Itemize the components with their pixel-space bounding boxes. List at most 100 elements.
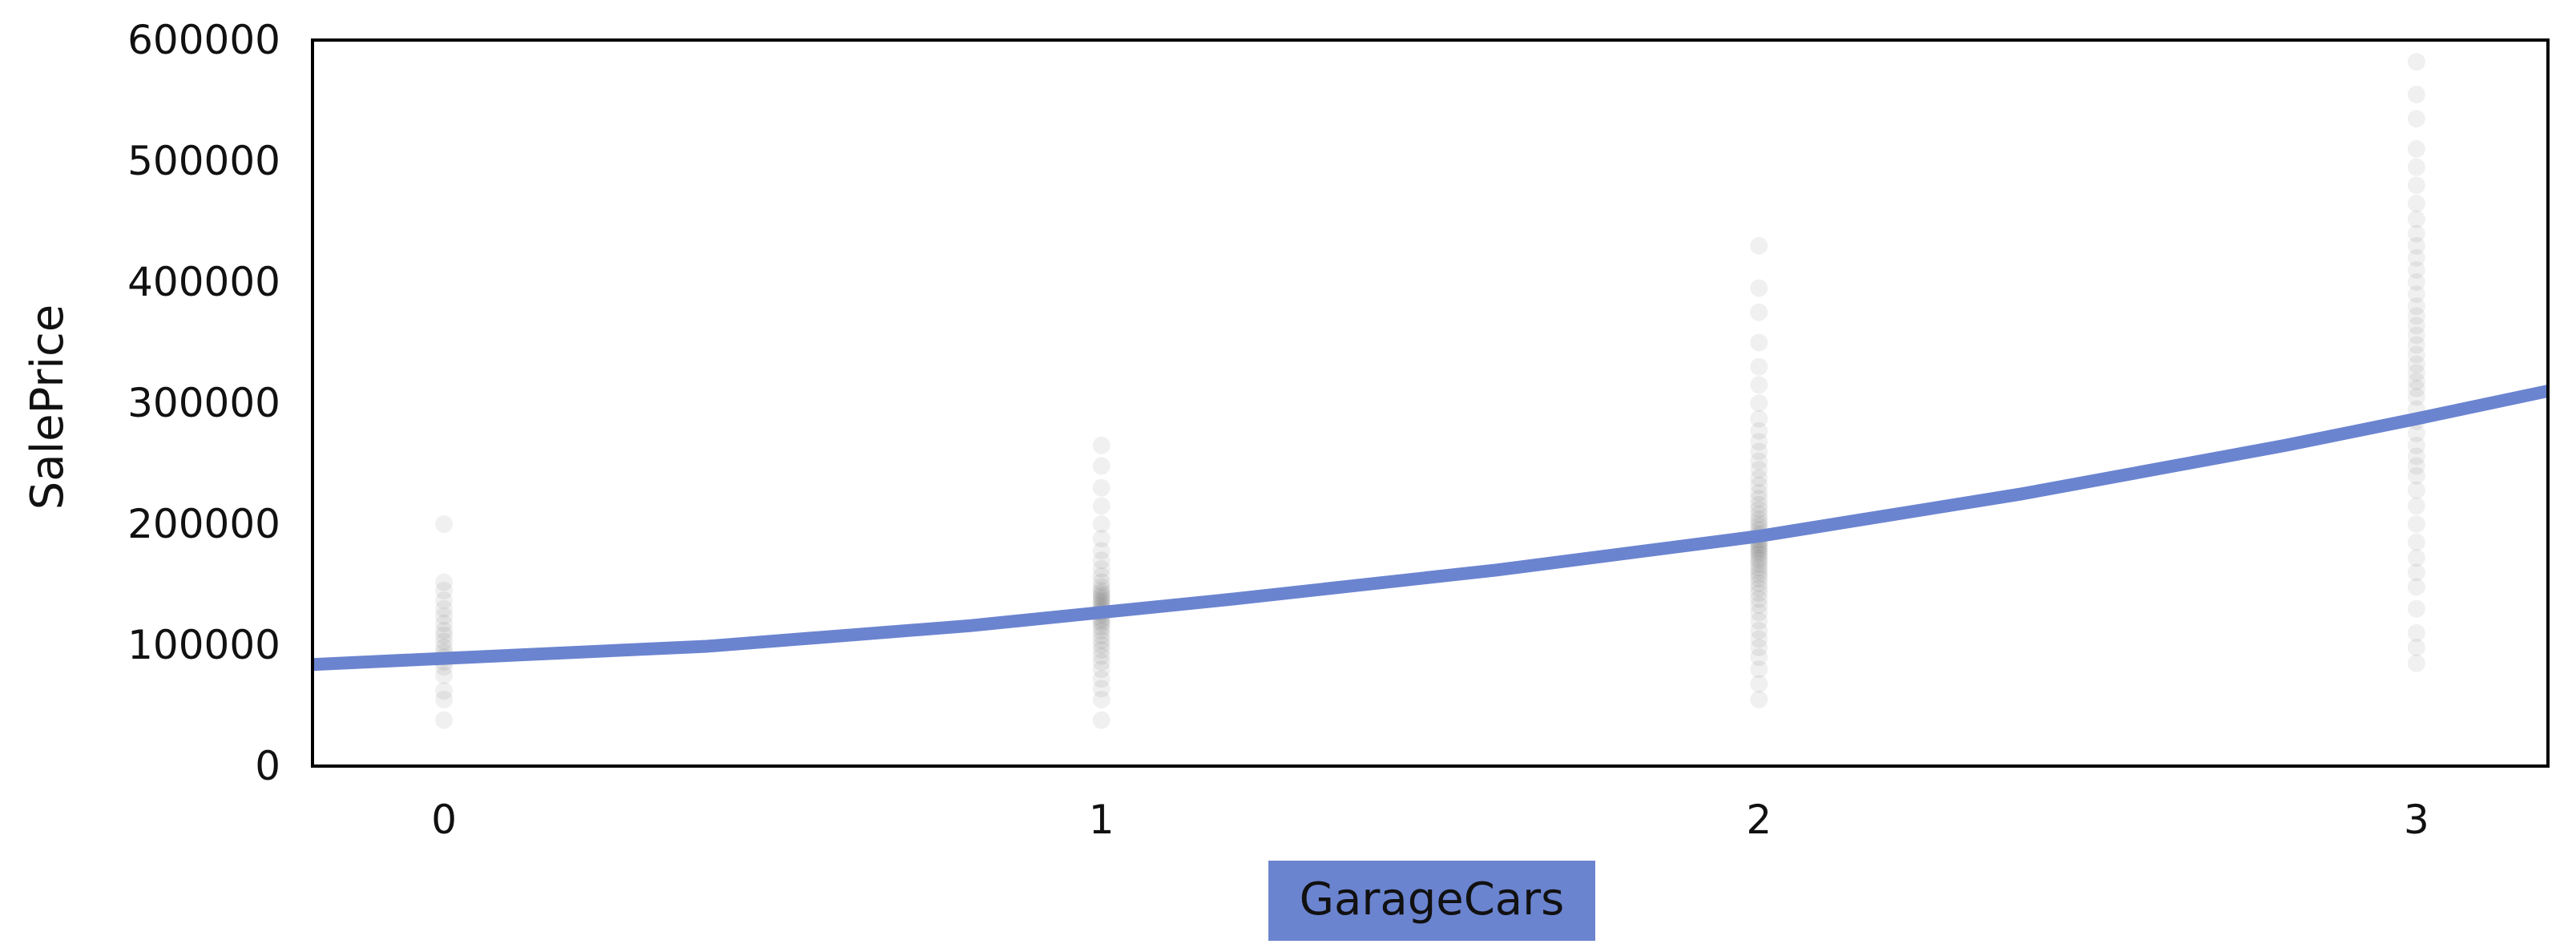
- scatter-point: [1750, 540, 1768, 559]
- scatter-point: [1750, 461, 1768, 479]
- scatter-point: [1092, 660, 1111, 679]
- scatter-point: [435, 666, 454, 684]
- x-tick-label: 1: [1089, 797, 1115, 843]
- scatter-point: [2407, 379, 2425, 397]
- scatter-point: [1750, 495, 1768, 514]
- scatter-point: [1092, 559, 1111, 578]
- scatter-point: [1750, 621, 1768, 639]
- x-axis-title-highlight: [1268, 861, 1595, 941]
- scatter-point: [2407, 317, 2425, 335]
- scatter-point: [2407, 563, 2425, 582]
- scatter-point: [2407, 436, 2425, 454]
- scatter-point: [1750, 279, 1768, 297]
- scatter-point: [1092, 680, 1111, 698]
- scatter-point: [1092, 551, 1111, 570]
- scatter-point: [1750, 476, 1768, 494]
- scatter-point: [1750, 357, 1768, 376]
- scatter-point: [435, 515, 454, 533]
- scatter-point: [1092, 436, 1111, 454]
- trend-line-group: [312, 385, 2550, 672]
- scatter-point: [1092, 641, 1111, 660]
- y-tick-label: 300000: [127, 380, 280, 426]
- scatter-point: [2407, 194, 2425, 212]
- scatter-point: [1750, 648, 1768, 667]
- scatter-point: [1750, 574, 1768, 592]
- scatter-point: [1750, 452, 1768, 470]
- scatter-point: [1750, 569, 1768, 587]
- scatter-point: [2407, 424, 2425, 442]
- scatter-point: [2407, 355, 2425, 373]
- scatter-point: [2407, 388, 2425, 406]
- x-axis: 0 1 2 3: [431, 797, 2429, 843]
- scatter-point: [435, 591, 454, 610]
- scatter-point: [1750, 579, 1768, 598]
- scatter-point: [435, 599, 454, 618]
- scatter-point: [2407, 447, 2425, 466]
- scatter-point: [1750, 333, 1768, 352]
- x-tick-label: 0: [431, 797, 457, 843]
- scatter-point: [435, 582, 454, 600]
- y-tick-label: 0: [255, 743, 280, 789]
- scatter-point: [2407, 139, 2425, 158]
- scatter-point: [1092, 631, 1111, 649]
- scatter-point: [1750, 490, 1768, 508]
- scatter-point: [2407, 364, 2425, 382]
- plot-frame: [311, 38, 2550, 768]
- scatter-point: [2407, 623, 2425, 642]
- scatter-point: [2407, 497, 2425, 515]
- scatter-points: [435, 53, 2425, 729]
- scatter-point: [2407, 53, 2425, 71]
- y-tick-label: 200000: [127, 501, 280, 547]
- scatter-point: [1750, 236, 1768, 255]
- scatter-point: [1092, 457, 1111, 475]
- scatter-point: [1092, 582, 1111, 600]
- scatter-point: [1092, 653, 1111, 672]
- scatter-point: [1750, 483, 1768, 502]
- scatter-point: [1750, 469, 1768, 487]
- scatter-point: [1092, 621, 1111, 639]
- x-tick-label: 2: [1746, 797, 1772, 843]
- scatter-point: [1750, 549, 1768, 567]
- scatter-point: [1750, 555, 1768, 573]
- scatter-point: [2407, 578, 2425, 596]
- scatter-point: [2407, 515, 2425, 533]
- scatter-point: [1092, 670, 1111, 688]
- scatter-point: [2407, 260, 2425, 279]
- scatter-point: [2407, 158, 2425, 176]
- scatter-point: [1750, 376, 1768, 394]
- scatter-point: [1750, 603, 1768, 622]
- x-tick-label: 3: [2404, 797, 2429, 843]
- scatter-point: [1092, 711, 1111, 729]
- scatter-point: [1750, 566, 1768, 584]
- scatter-point: [1092, 591, 1111, 610]
- x-axis-title: GarageCars: [1300, 873, 1565, 926]
- scatter-point: [1092, 626, 1111, 644]
- scatter-point: [2407, 639, 2425, 657]
- scatter-point: [435, 632, 454, 651]
- scatter-point: [1750, 505, 1768, 523]
- scatter-point: [1750, 551, 1768, 570]
- scatter-point: [1092, 587, 1111, 605]
- scatter-point: [1750, 611, 1768, 630]
- y-axis: 0 100000 200000 300000 400000 500000 600000: [127, 17, 280, 789]
- scatter-point: [1750, 409, 1768, 428]
- scatter-point: [1750, 545, 1768, 563]
- scatter-point: [435, 573, 454, 591]
- scatter-point: [1750, 500, 1768, 518]
- scatter-point: [1750, 590, 1768, 608]
- scatter-point: [1750, 543, 1768, 561]
- scatter-point: [435, 614, 454, 632]
- scatter-point: [1750, 422, 1768, 440]
- scatter-point: [1092, 497, 1111, 515]
- scatter-point: [1750, 394, 1768, 412]
- scatter-point: [1092, 690, 1111, 708]
- scatter-point: [1750, 559, 1768, 577]
- scatter-point: [1092, 589, 1111, 607]
- scatter-point: [2407, 176, 2425, 195]
- scatter-point: [435, 621, 454, 639]
- scatter-point: [1092, 478, 1111, 497]
- scatter-point: [1092, 542, 1111, 560]
- scatter-point: [2407, 654, 2425, 672]
- scatter-point: [2407, 533, 2425, 551]
